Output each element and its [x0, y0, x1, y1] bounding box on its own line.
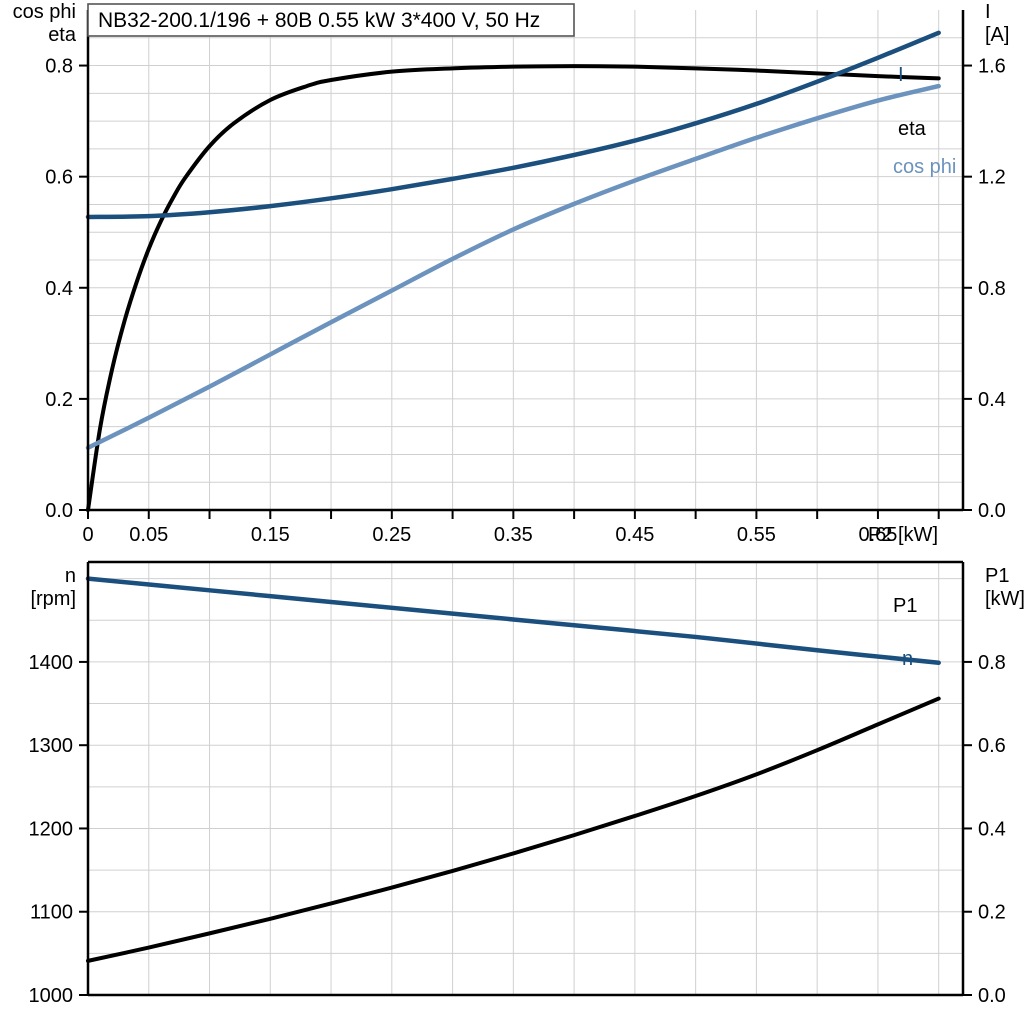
top-left-tick-label: 0.2	[45, 389, 73, 411]
curve-eta	[86, 64, 941, 512]
series-label-n: n	[902, 648, 913, 670]
chart-title: NB32-200.1/196 + 80B 0.55 kW 3*400 V, 50…	[98, 9, 540, 32]
series-label-cos-phi: cos phi	[893, 156, 956, 178]
bottom-right-tick-label: 0.4	[978, 818, 1006, 840]
bottom-left-tick-label: 1300	[29, 735, 74, 757]
top-x-tick-label: 0.45	[615, 524, 654, 546]
bottom-right-tick-label: 0.2	[978, 902, 1006, 924]
top-right-axis-caption-1: I	[985, 1, 991, 23]
top-x-tick-label: 0.55	[737, 524, 776, 546]
series-label-p1: P1	[893, 595, 917, 617]
series-label-eta: eta	[898, 118, 927, 140]
top-x-axis-label: P2 [kW]	[868, 524, 938, 546]
bottom-chart-group: 100011001200130014000.00.20.40.60.8n[rpm…	[29, 560, 1024, 1007]
curve-I	[85, 30, 941, 220]
curve-n	[85, 576, 941, 666]
title-box	[87, 3, 575, 37]
top-left-tick-label: 0.4	[45, 278, 73, 300]
bottom-right-axis-caption-2: [kW]	[985, 588, 1024, 610]
top-x-tick-label: 0.25	[372, 524, 411, 546]
bottom-right-tick-label: 0.0	[978, 985, 1006, 1007]
top-right-tick-label: 1.6	[978, 56, 1006, 78]
top-chart-group: 0.0 0.2 0.4 0.6 0.8 0.0 0.4 0.8 1.2 1.6 0 0.05 0.15 0…	[13, 1, 1010, 546]
bottom-left-tick-label: 1200	[29, 818, 74, 840]
top-right-tick-label: 0.8	[978, 278, 1006, 300]
top-right-tick-label: 0.0	[978, 500, 1006, 522]
top-right-tick-label: 1.2	[978, 167, 1006, 189]
bottom-left-axis-caption-2: [rpm]	[30, 588, 76, 610]
curve-P1	[86, 696, 941, 963]
series-label-current: I	[898, 64, 904, 86]
top-x-tick-label: 0.05	[129, 524, 168, 546]
top-left-tick-label: 0.8	[45, 56, 73, 78]
top-left-tick-label: 0.0	[45, 500, 73, 522]
bottom-left-tick-label: 1000	[29, 985, 74, 1007]
bottom-left-axis-caption-1: n	[65, 565, 76, 587]
bottom-left-tick-label: 1100	[30, 902, 73, 924]
top-x-tick-label: 0.65	[858, 524, 897, 546]
top-right-tick-label: 0.4	[978, 389, 1006, 411]
top-x-tick-label: 0.15	[251, 524, 290, 546]
top-x-tick-label: 0	[82, 524, 93, 546]
top-left-axis-caption-1: cos phi	[13, 1, 76, 23]
bottom-left-tick-label: 1400	[29, 652, 74, 674]
top-left-axis-caption-2: eta	[48, 24, 77, 46]
bottom-right-tick-label: 0.8	[978, 652, 1006, 674]
top-left-tick-label: 0.6	[45, 167, 73, 189]
curve-cos-phi	[85, 83, 941, 451]
bottom-right-axis-caption-1: P1	[985, 565, 1009, 587]
top-right-axis-caption-2: [A]	[985, 24, 1009, 46]
bottom-right-tick-label: 0.6	[978, 735, 1006, 757]
top-x-tick-label: 0.35	[494, 524, 533, 546]
